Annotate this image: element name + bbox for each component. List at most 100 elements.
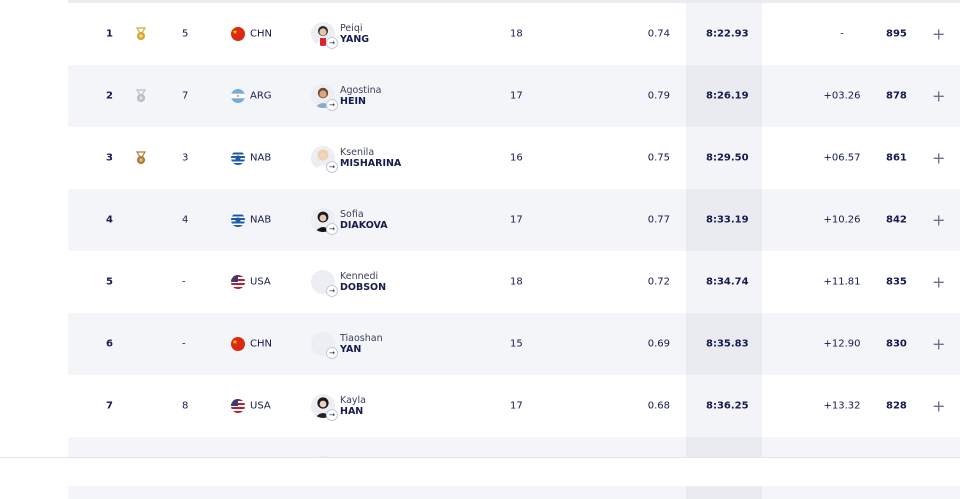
time-behind: +06.57 xyxy=(823,152,861,164)
avatar[interactable]: → xyxy=(311,270,338,297)
bib-number: - xyxy=(182,338,186,350)
first-name: Agostina xyxy=(340,85,382,96)
bib-number: 8 xyxy=(182,400,189,412)
last-name: YAN xyxy=(340,344,362,355)
table-row[interactable]: 4 4 NAB → Sofia DIAKOVA 17 0.77 8:33.19 … xyxy=(68,189,960,251)
age: 17 xyxy=(510,400,523,412)
age: 17 xyxy=(510,90,523,102)
avatar[interactable]: → xyxy=(311,146,338,173)
points: 878 xyxy=(886,90,907,102)
time-column-highlight xyxy=(686,65,762,127)
usa-flag-icon xyxy=(231,399,245,413)
expand-row-button[interactable]: + xyxy=(932,210,946,230)
gold-medal-icon xyxy=(134,27,148,41)
result-time: 8:22.93 xyxy=(706,28,749,40)
athlete-name[interactable]: Peiqi YANG xyxy=(340,23,369,45)
china-flag-icon xyxy=(231,27,245,41)
reaction-time: 0.68 xyxy=(647,400,670,412)
reaction-time: 0.72 xyxy=(647,276,670,288)
first-name: Kayla xyxy=(340,395,366,406)
reaction-time: 0.77 xyxy=(647,214,670,226)
first-name: Ksenila xyxy=(340,147,375,158)
time-behind: +11.81 xyxy=(823,276,861,288)
rank: 2 xyxy=(106,90,113,102)
athlete-name[interactable]: Kayla HAN xyxy=(340,395,366,417)
expand-row-button[interactable]: + xyxy=(932,272,946,292)
expand-row-button[interactable]: + xyxy=(932,86,946,106)
rank: 6 xyxy=(106,338,113,350)
athlete-name[interactable]: Sofia DIAKOVA xyxy=(340,209,388,231)
first-name: Peiqi xyxy=(340,23,363,34)
table-row[interactable]: 7 8 USA → Kayla HAN 17 0.68 8:36.25 +13.… xyxy=(68,375,960,437)
bottom-divider xyxy=(0,457,960,486)
points: 842 xyxy=(886,214,907,226)
table-row[interactable]: 6 - CHN → Tiaoshan YAN 15 0.69 8:35.83 +… xyxy=(68,313,960,375)
last-name: HEIN xyxy=(340,96,366,107)
points: 895 xyxy=(886,28,907,40)
bib-number: 3 xyxy=(182,152,189,164)
result-time: 8:29.50 xyxy=(706,152,749,164)
china-flag-icon xyxy=(231,337,245,351)
avatar[interactable]: → xyxy=(311,394,338,421)
reaction-time: 0.69 xyxy=(647,338,670,350)
avatar[interactable]: → xyxy=(311,22,338,49)
arrow-right-icon: → xyxy=(326,285,338,297)
bib-number: 7 xyxy=(182,90,189,102)
age: 18 xyxy=(510,28,523,40)
age: 16 xyxy=(510,152,523,164)
age: 18 xyxy=(510,276,523,288)
avatar[interactable]: → xyxy=(311,208,338,235)
arrow-right-icon: → xyxy=(326,223,338,235)
age: 15 xyxy=(510,338,523,350)
points: 828 xyxy=(886,400,907,412)
table-row[interactable]: 2 7 ARG → Agostina HEIN 17 0.79 8:26.19 … xyxy=(68,65,960,127)
country-code: CHN xyxy=(250,338,272,350)
athlete-name[interactable]: Ksenila MISHARINA xyxy=(340,147,401,169)
arrow-right-icon: → xyxy=(326,37,338,49)
country-code: NAB xyxy=(250,214,272,226)
time-behind: +13.32 xyxy=(823,400,861,412)
avatar[interactable]: → xyxy=(311,84,338,111)
table-top-border xyxy=(68,0,960,3)
athlete-name[interactable]: Tiaoshan YAN xyxy=(340,333,383,355)
last-name: DIAKOVA xyxy=(340,220,388,231)
time-behind: +12.90 xyxy=(823,338,861,350)
country-code: ARG xyxy=(250,90,272,102)
age: 17 xyxy=(510,214,523,226)
result-time: 8:34.74 xyxy=(706,276,749,288)
table-row[interactable]: 5 - USA → Kennedi DOBSON 18 0.72 8:34.74… xyxy=(68,251,960,313)
arrow-right-icon: → xyxy=(326,409,338,421)
table-row[interactable]: 1 5 CHN → Peiqi YANG 18 0.74 8:22.93 - 8… xyxy=(68,3,960,65)
athlete-name[interactable]: Kennedi DOBSON xyxy=(340,271,386,293)
points: 861 xyxy=(886,152,907,164)
bronze-medal-icon xyxy=(134,151,148,165)
rank: 1 xyxy=(106,28,113,40)
last-name: HAN xyxy=(340,406,364,417)
country-code: USA xyxy=(250,400,271,412)
athlete-name[interactable]: Agostina HEIN xyxy=(340,85,382,107)
time-column-highlight xyxy=(686,189,762,251)
result-time: 8:36.25 xyxy=(706,400,749,412)
first-name: Kennedi xyxy=(340,271,379,282)
nab-flag-icon xyxy=(231,151,245,165)
avatar[interactable]: → xyxy=(311,332,338,359)
time-column-highlight xyxy=(686,313,762,375)
time-column-highlight xyxy=(686,251,762,313)
last-name: MISHARINA xyxy=(340,158,402,169)
bib-number: 5 xyxy=(182,28,189,40)
time-column-highlight xyxy=(686,127,762,189)
bib-number: 4 xyxy=(182,214,189,226)
time-behind: - xyxy=(840,28,844,40)
expand-row-button[interactable]: + xyxy=(932,24,946,44)
expand-row-button[interactable]: + xyxy=(932,396,946,416)
last-name: DOBSON xyxy=(340,282,387,293)
time-column-highlight xyxy=(686,375,762,437)
table-row[interactable]: 3 3 NAB → Ksenila MISHARINA 16 0.75 8:29… xyxy=(68,127,960,189)
expand-row-button[interactable]: + xyxy=(932,148,946,168)
bib-number: - xyxy=(182,276,186,288)
rank: 7 xyxy=(106,400,113,412)
expand-row-button[interactable]: + xyxy=(932,334,946,354)
time-behind: +10.26 xyxy=(823,214,861,226)
rank: 5 xyxy=(106,276,113,288)
points: 835 xyxy=(886,276,907,288)
